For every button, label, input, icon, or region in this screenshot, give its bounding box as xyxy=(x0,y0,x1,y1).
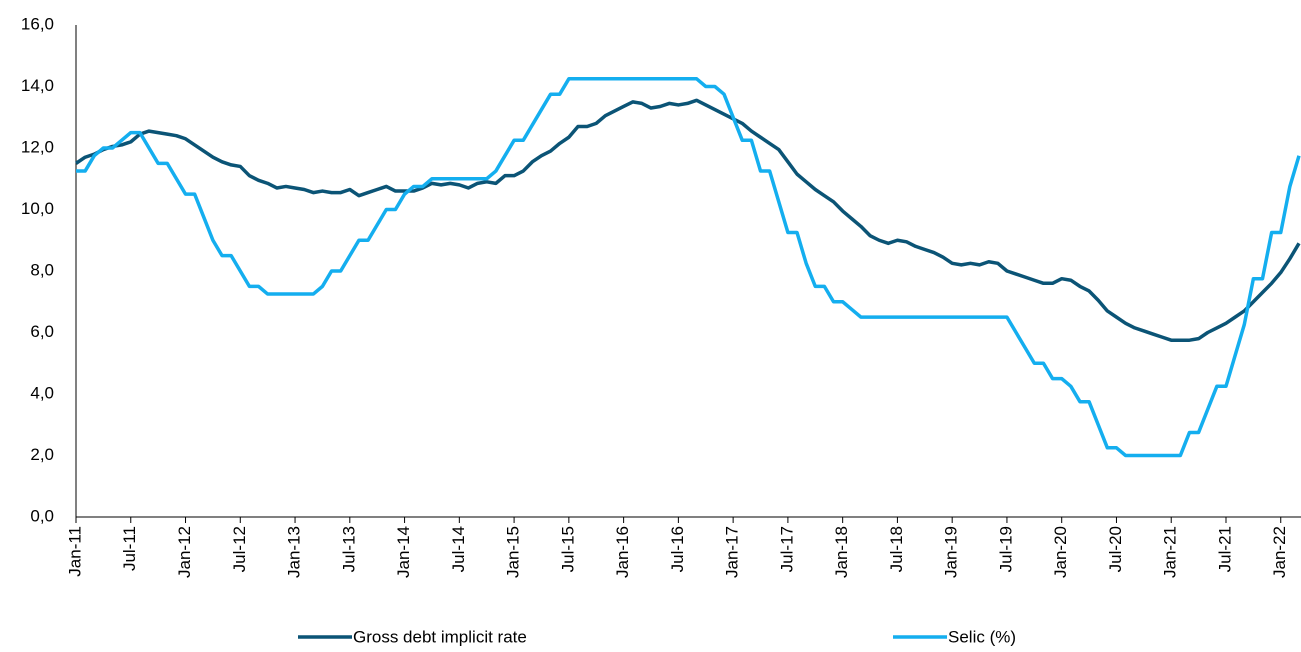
x-tick-label: Jan-19 xyxy=(942,526,961,578)
x-tick-label: Jul-17 xyxy=(777,526,796,572)
y-tick-label: 12,0 xyxy=(21,137,54,156)
x-tick-label: Jul-21 xyxy=(1215,526,1234,572)
x-tick-label: Jan-12 xyxy=(175,526,194,578)
y-tick-label: 16,0 xyxy=(21,14,54,33)
y-tick-label: 10,0 xyxy=(21,199,54,218)
x-tick-label: Jul-20 xyxy=(1106,526,1125,572)
x-tick-label: Jan-22 xyxy=(1270,526,1289,578)
y-tick-label: 14,0 xyxy=(21,76,54,95)
x-tick-label: Jan-18 xyxy=(832,526,851,578)
x-tick-label: Jul-19 xyxy=(996,526,1015,572)
x-tick-label: Jan-16 xyxy=(613,526,632,578)
x-tick-label: Jul-15 xyxy=(558,526,577,572)
legend-label: Gross debt implicit rate xyxy=(353,627,527,646)
y-tick-label: 0,0 xyxy=(30,506,54,525)
y-tick-label: 2,0 xyxy=(30,445,54,464)
y-tick-label: 8,0 xyxy=(30,260,54,279)
y-tick-label: 6,0 xyxy=(30,322,54,341)
x-tick-label: Jul-13 xyxy=(339,526,358,572)
x-tick-label: Jul-11 xyxy=(120,526,139,571)
x-tick-label: Jul-16 xyxy=(668,526,687,572)
x-tick-label: Jan-14 xyxy=(394,526,413,578)
x-tick-label: Jul-14 xyxy=(449,526,468,572)
x-tick-label: Jan-13 xyxy=(285,526,304,578)
x-tick-label: Jan-15 xyxy=(504,526,523,578)
line xyxy=(76,77,1301,458)
x-tick-label: Jan-20 xyxy=(1051,526,1070,578)
x-tick-label: Jan-11 xyxy=(65,526,84,577)
line xyxy=(75,98,1301,342)
x-tick-label: Jan-21 xyxy=(1161,526,1180,578)
y-tick-label: 4,0 xyxy=(30,383,54,402)
x-tick-label: Jan-17 xyxy=(723,526,742,578)
legend-label: Selic (%) xyxy=(948,627,1016,646)
x-tick-label: Jul-18 xyxy=(887,526,906,572)
x-tick-label: Jul-12 xyxy=(230,526,249,572)
